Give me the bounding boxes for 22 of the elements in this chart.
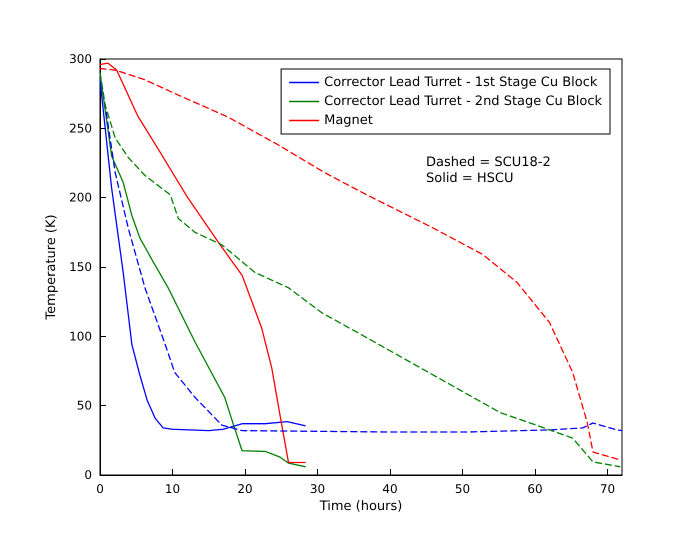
y-tick-label: 50 — [76, 398, 92, 413]
x-tick-label: 40 — [382, 482, 398, 496]
x-tick-label: 0 — [96, 482, 104, 496]
y-tick-label: 100 — [69, 329, 92, 344]
y-tick-label: 250 — [69, 121, 92, 136]
annotation: Solid = HSCU — [426, 171, 514, 186]
y-tick-label: 300 — [69, 52, 92, 66]
x-axis-title: Time (hours) — [318, 498, 402, 514]
x-tick-label: 50 — [454, 482, 470, 496]
annotation: Dashed = SCU18-2 — [426, 155, 551, 170]
x-tick-label: 20 — [237, 482, 253, 496]
y-tick-label: 200 — [69, 190, 92, 205]
legend-label: Corrector Lead Turret - 1st Stage Cu Block — [324, 75, 598, 90]
legend-label: Corrector Lead Turret - 2nd Stage Cu Block — [324, 94, 602, 109]
x-tick-label: 70 — [600, 482, 616, 496]
y-axis-title: Temperature (K) — [44, 214, 60, 321]
x-tick-label: 30 — [310, 482, 326, 496]
x-tick-label: 10 — [164, 482, 180, 496]
y-tick-label: 150 — [69, 260, 92, 274]
x-tick-label: 60 — [527, 482, 543, 496]
legend-label: Magnet — [324, 113, 373, 128]
y-tick-label: 0 — [84, 468, 92, 482]
